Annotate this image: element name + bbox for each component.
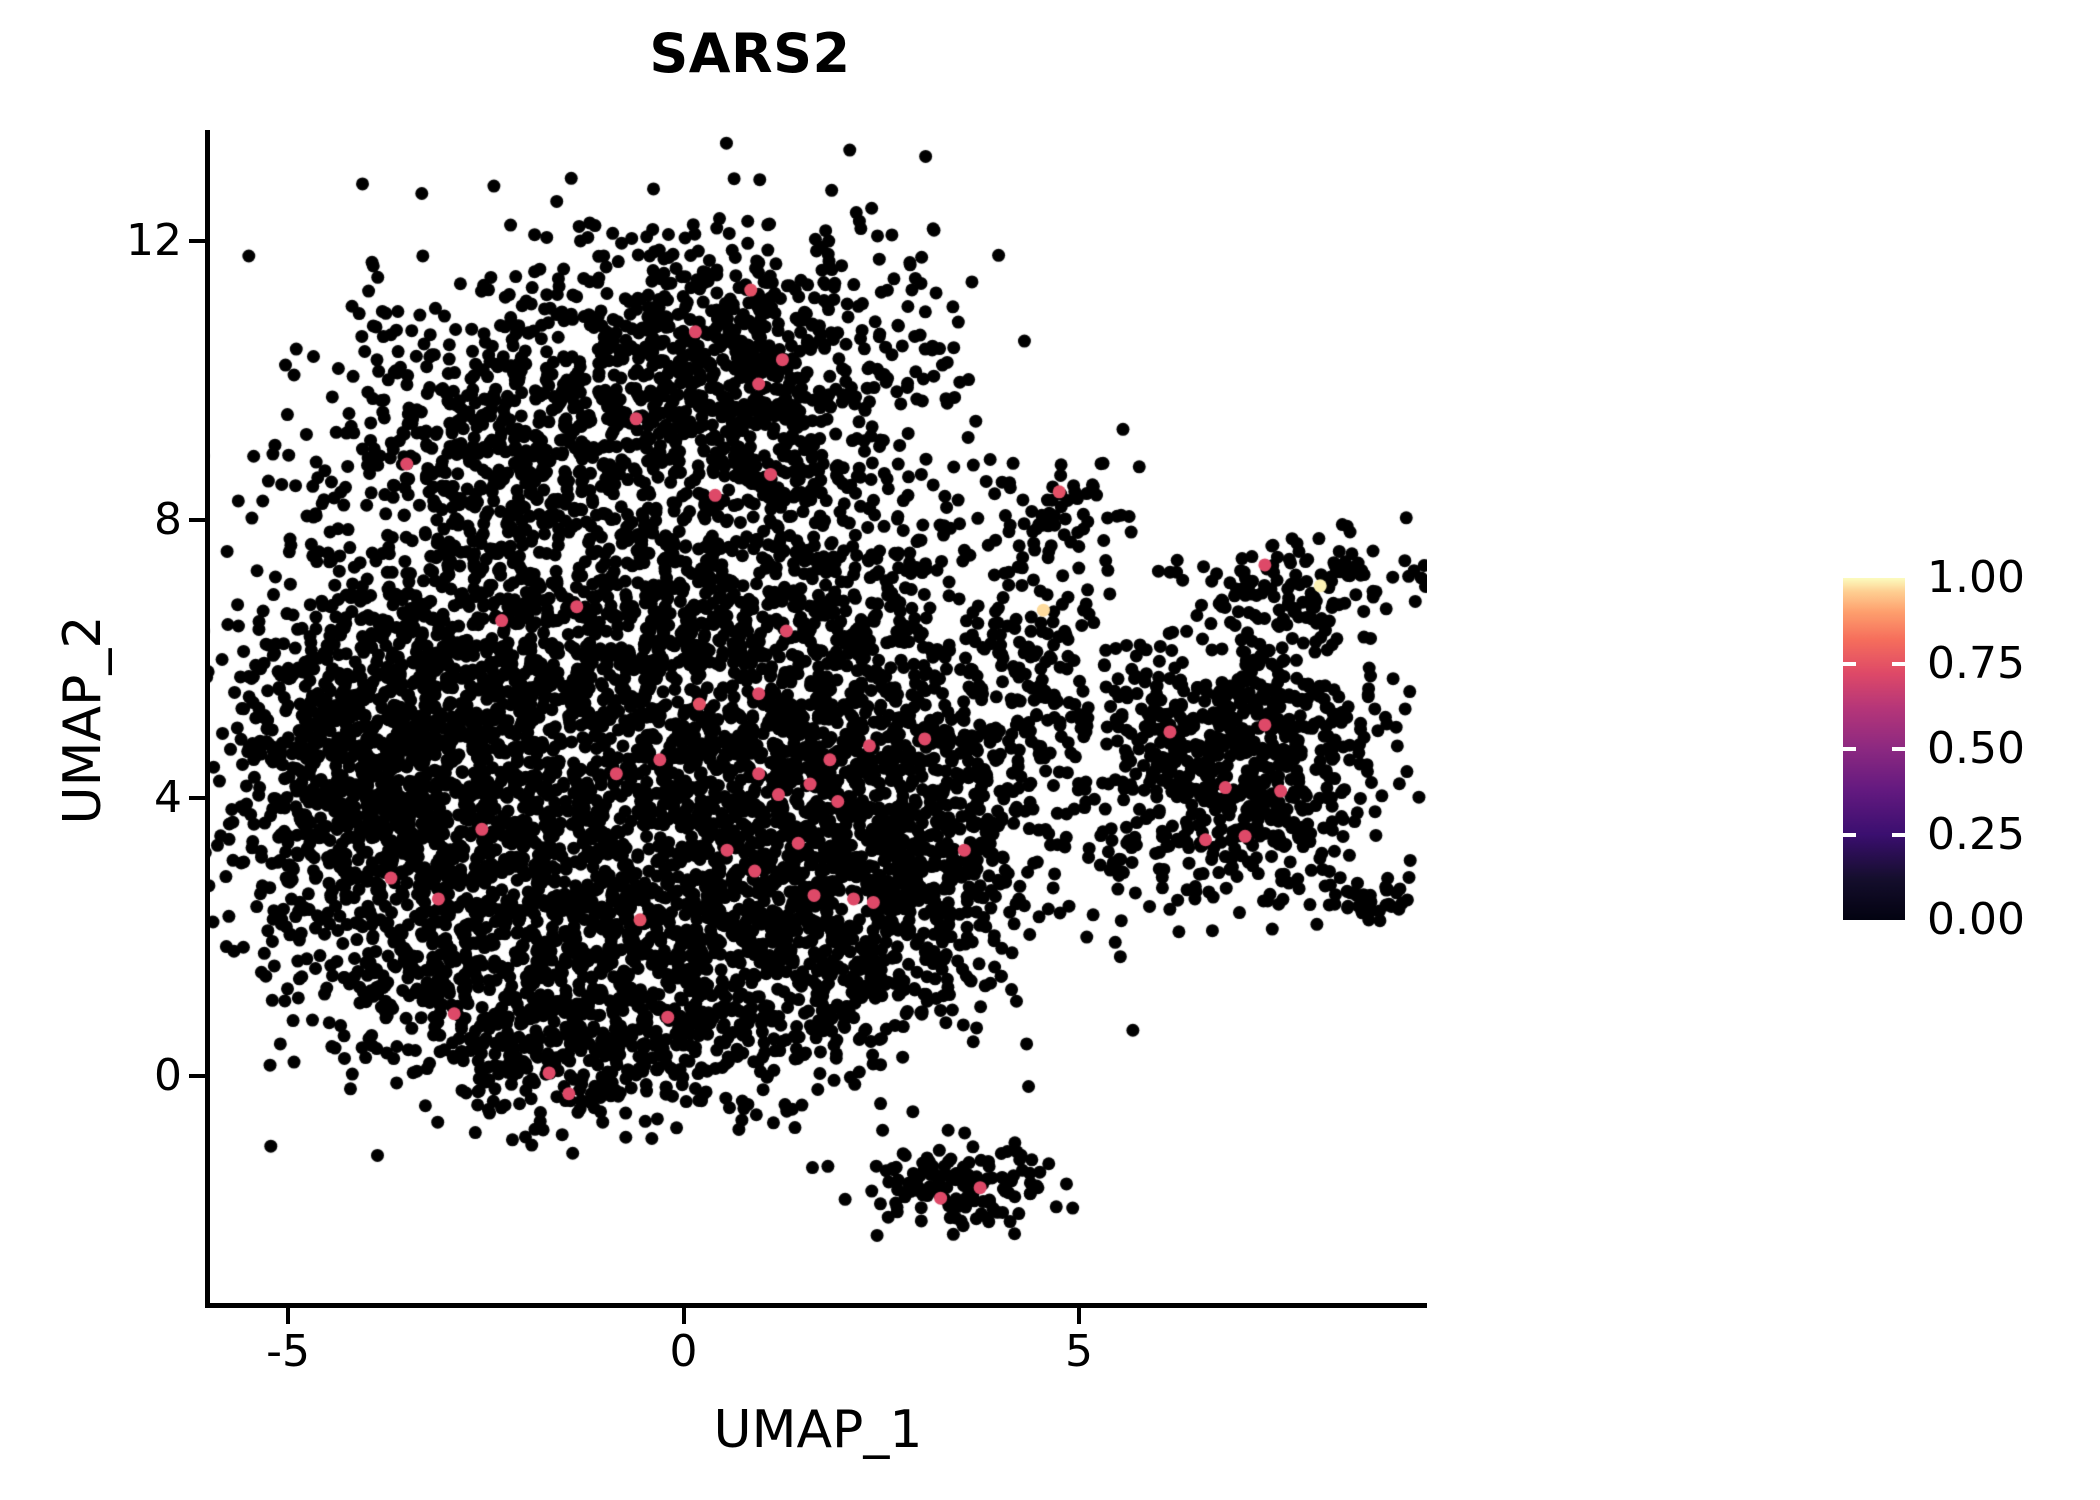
x-tick-label: 0 xyxy=(669,1326,698,1377)
y-tick-mark xyxy=(189,796,205,801)
y-tick-label: 8 xyxy=(154,493,182,545)
colorbar-tick-label: 0.00 xyxy=(1927,894,2025,945)
y-tick-mark xyxy=(189,517,205,522)
colorbar-tick-mark xyxy=(1892,832,1905,837)
page-title: SARS2 xyxy=(649,22,851,85)
y-tick-label: 12 xyxy=(126,215,182,267)
colorbar-tick-mark xyxy=(1843,661,1856,666)
y-axis-spine xyxy=(205,130,210,1308)
x-tick-mark xyxy=(1077,1308,1081,1324)
x-tick-mark xyxy=(286,1308,291,1324)
colorbar-tick-mark xyxy=(1843,747,1856,751)
y-tick-mark xyxy=(189,1074,205,1079)
colorbar-tick-mark xyxy=(1843,832,1856,837)
y-tick-label: 4 xyxy=(154,772,182,824)
plot-area xyxy=(209,130,1427,1306)
scatter-points-canvas xyxy=(209,130,1427,1306)
colorbar-legend: 1.00 0.75 0.50 0.25 0.00 xyxy=(1843,556,2093,942)
colorbar-tick-mark xyxy=(1892,747,1905,751)
colorbar-tick-label: 0.25 xyxy=(1927,808,2025,860)
y-axis-label: UMAP_2 xyxy=(53,615,113,825)
x-tick-label: 5 xyxy=(1065,1326,1093,1377)
colorbar-tick-label: 1.00 xyxy=(1927,552,2025,603)
y-tick-label: 0 xyxy=(154,1050,182,1102)
x-tick-label: -5 xyxy=(266,1326,311,1377)
x-tick-mark xyxy=(681,1308,686,1324)
y-tick-mark xyxy=(189,239,205,244)
x-axis-label: UMAP_1 xyxy=(713,1400,923,1460)
colorbar-tick-label: 0.50 xyxy=(1927,723,2025,774)
colorbar-tick-label: 0.75 xyxy=(1927,637,2025,689)
colorbar-tick-mark xyxy=(1892,661,1905,666)
